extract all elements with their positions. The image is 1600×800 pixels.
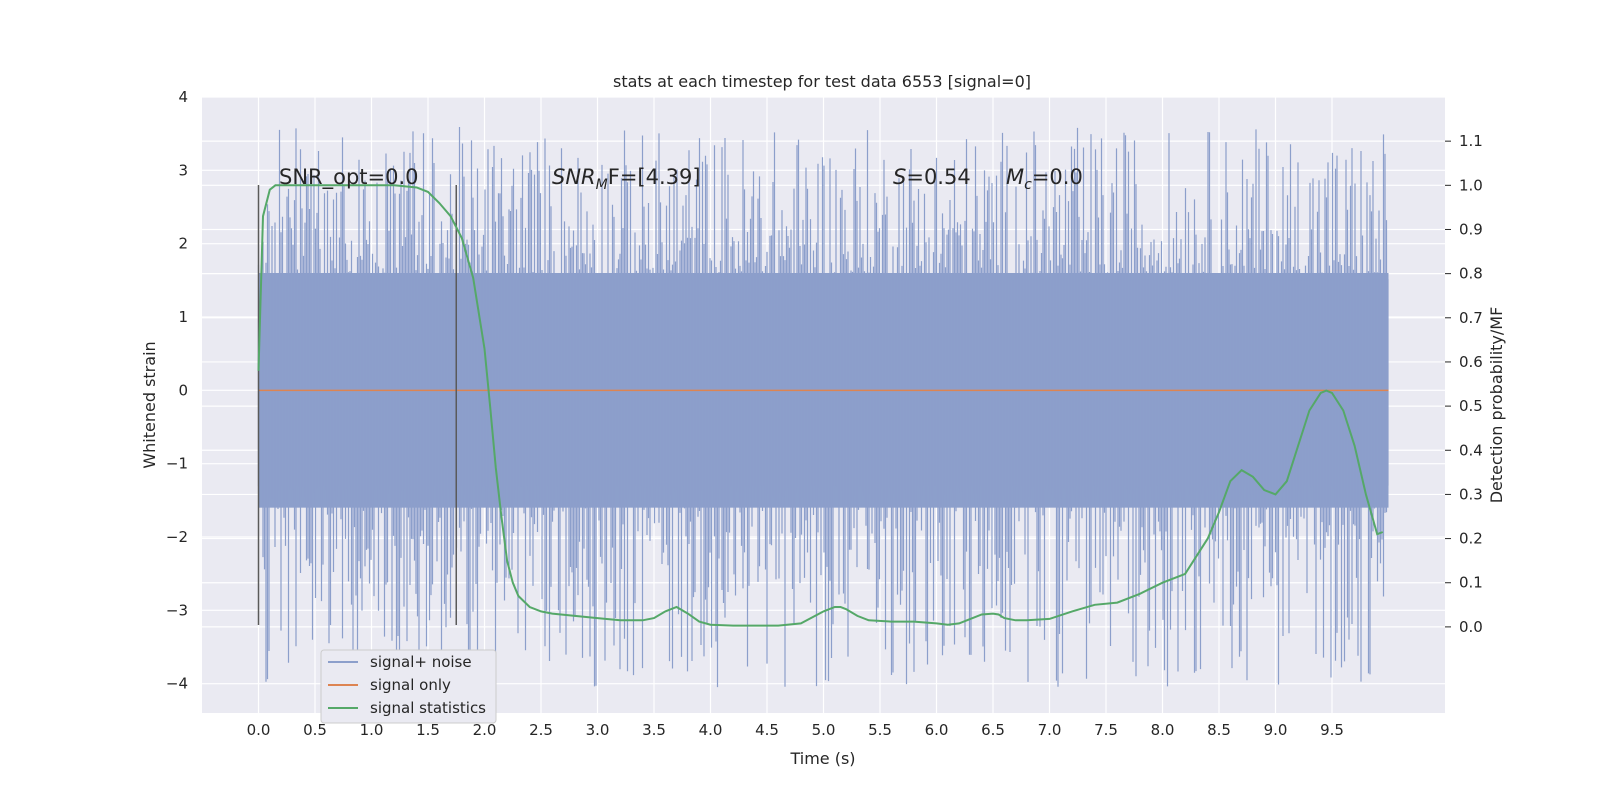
y-tick-label: −1 [166, 455, 188, 473]
legend-label-signal-noise: signal+ noise [370, 653, 472, 671]
x-tick-label: 7.0 [1038, 721, 1062, 739]
x-tick-label: 1.0 [360, 721, 384, 739]
y-axis-left-ticks: 4 3 2 1 0 −1 −2 −3 −4 [166, 88, 188, 693]
chart-title: stats at each timestep for test data 655… [613, 72, 1031, 91]
y-right-tick-label: 0.3 [1459, 485, 1483, 503]
x-tick-label: 3.0 [586, 721, 610, 739]
y-right-tick-label: 0.8 [1459, 265, 1483, 283]
x-tick-label: 4.0 [699, 721, 723, 739]
x-tick-label: 9.0 [1264, 721, 1288, 739]
y-right-tick-label: 0.7 [1459, 309, 1483, 327]
y-tick-label: −4 [166, 675, 188, 693]
y-right-tick-label: 0.9 [1459, 220, 1483, 238]
series-signal-noise [257, 126, 1389, 688]
annotation-s-stat: S=0.54 [893, 165, 971, 189]
y-tick-label: 3 [178, 161, 188, 179]
y-axis-right-ticks: 1.1 1.0 0.9 0.8 0.7 0.6 0.5 0.4 0.3 0.2 0.1 0.0 [1445, 132, 1483, 636]
x-tick-label: 2.5 [529, 721, 553, 739]
x-axis-label: Time (s) [789, 749, 855, 768]
annotations: SNR_opt=0.0 SNRMF=[4.39] S=0.54 Mc=0.0 [279, 165, 1083, 193]
y-axis-right-label: Detection probability/MF [1487, 307, 1506, 504]
x-tick-label: 6.5 [981, 721, 1005, 739]
series-signal-statistics [257, 184, 1384, 627]
x-tick-label: 0.0 [247, 721, 271, 739]
y-right-tick-label: 0.5 [1459, 397, 1483, 415]
y-tick-label: 2 [178, 235, 188, 253]
y-right-tick-label: 0.0 [1459, 618, 1483, 636]
y-tick-label: −2 [166, 528, 188, 546]
x-axis-ticks: 0.0 0.5 1.0 1.5 2.0 2.5 3.0 3.5 4.0 4.5 5.0 5.5 6.0 6… [247, 721, 1344, 739]
x-tick-label: 0.5 [303, 721, 327, 739]
y-right-tick-label: 1.0 [1459, 176, 1483, 194]
x-tick-label: 6.0 [925, 721, 949, 739]
vertical-markers [257, 185, 457, 625]
y-tick-label: −3 [166, 601, 188, 619]
legend-box [320, 649, 497, 724]
x-tick-label: 3.5 [642, 721, 666, 739]
y-right-tick-label: 0.1 [1459, 574, 1483, 592]
y-right-tick-label: 0.4 [1459, 441, 1483, 459]
legend: signal+ noise signal only signal statist… [320, 649, 497, 724]
x-tick-label: 9.5 [1320, 721, 1344, 739]
y-right-tick-label: 0.6 [1459, 353, 1483, 371]
y-tick-label: 4 [178, 88, 188, 106]
y-tick-label: 0 [178, 381, 188, 399]
legend-label-signal-statistics: signal statistics [370, 699, 486, 717]
x-tick-label: 4.5 [755, 721, 779, 739]
y-tick-label: 1 [178, 308, 188, 326]
x-tick-label: 2.0 [473, 721, 497, 739]
annotation-mc: Mc=0.0 [1006, 165, 1083, 193]
x-tick-label: 8.0 [1151, 721, 1175, 739]
y-axis-left-label: Whitened strain [140, 341, 159, 468]
x-tick-label: 7.5 [1094, 721, 1118, 739]
y-right-tick-label: 0.2 [1459, 530, 1483, 548]
x-tick-label: 1.5 [416, 721, 440, 739]
annotation-snr-opt: SNR_opt=0.0 [279, 165, 419, 190]
annotation-snr-mf: SNRMF=[4.39] [552, 165, 701, 193]
y-right-tick-label: 1.1 [1459, 132, 1483, 150]
x-tick-label: 5.0 [812, 721, 836, 739]
legend-label-signal-only: signal only [370, 676, 451, 694]
x-tick-label: 5.5 [868, 721, 892, 739]
x-tick-label: 8.5 [1207, 721, 1231, 739]
